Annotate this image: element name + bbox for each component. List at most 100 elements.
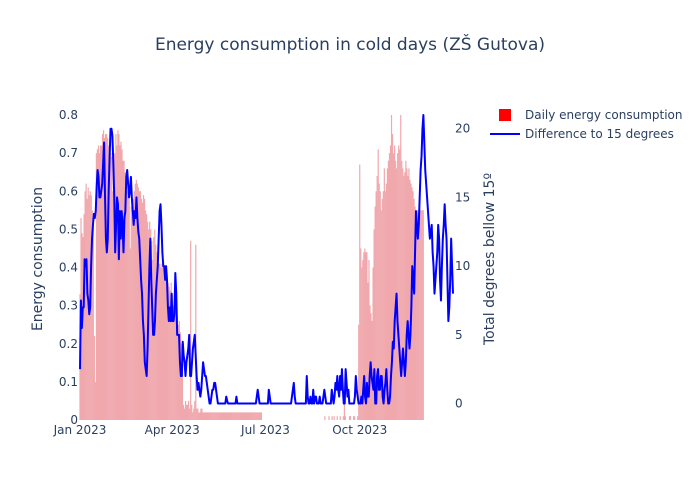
bar — [386, 168, 389, 421]
legend-item-bars[interactable]: Daily energy consumption — [499, 108, 683, 122]
bar — [116, 145, 118, 420]
bar — [415, 210, 417, 420]
bar — [234, 412, 236, 421]
y-left-tick-label: 0.3 — [59, 299, 78, 313]
bar — [391, 134, 394, 420]
bar — [387, 160, 390, 420]
y-left-tick-label: 0.4 — [59, 261, 78, 275]
bar — [398, 145, 400, 420]
y-left-tick-label: 0.1 — [59, 375, 78, 389]
bar — [357, 416, 359, 420]
bar — [333, 416, 335, 420]
y-right-axis-title: Total degrees bellow 15º — [482, 173, 498, 346]
bar — [342, 416, 344, 420]
bar — [392, 153, 395, 420]
x-tick-label: Jul 2023 — [240, 423, 290, 437]
bar — [403, 176, 405, 420]
bar — [94, 381, 96, 421]
legend-label-bars: Daily energy consumption — [525, 108, 683, 122]
bar — [222, 412, 225, 421]
line-path — [79, 114, 454, 405]
bar — [381, 198, 383, 420]
bar — [257, 412, 259, 421]
bar — [258, 412, 260, 421]
bar — [172, 305, 174, 421]
bar — [190, 240, 192, 420]
bar — [252, 412, 254, 421]
bar — [176, 317, 178, 420]
bar — [155, 244, 157, 421]
bar — [202, 412, 204, 421]
bar — [253, 412, 255, 421]
bar — [97, 145, 100, 420]
bar — [136, 183, 138, 420]
x-tick-label: Oct 2023 — [332, 423, 387, 437]
bar — [107, 137, 109, 421]
bar — [201, 408, 203, 420]
bar — [175, 317, 177, 420]
y-left-tick-label: 0.5 — [59, 222, 78, 236]
bar — [211, 412, 213, 421]
bar — [101, 134, 104, 420]
bar — [402, 168, 404, 421]
bar — [376, 176, 378, 420]
bar — [164, 278, 166, 420]
bar — [95, 153, 97, 420]
bar — [339, 416, 341, 420]
bar — [364, 248, 366, 420]
bar — [118, 134, 120, 420]
bar — [336, 416, 338, 420]
bar — [412, 191, 414, 420]
bar — [378, 183, 380, 420]
bar — [108, 145, 110, 420]
y-left-tick-label: 0 — [70, 413, 78, 427]
bar — [100, 145, 103, 420]
bar — [159, 263, 161, 420]
bar — [182, 404, 185, 420]
bar — [240, 412, 242, 421]
bar — [419, 210, 421, 420]
bar — [170, 282, 172, 420]
bar — [149, 221, 151, 420]
bar — [373, 229, 375, 421]
bar — [231, 412, 233, 421]
bar — [200, 408, 202, 420]
legend-bar-swatch — [499, 109, 511, 121]
bar — [198, 412, 200, 421]
bar — [397, 153, 399, 420]
bar — [407, 176, 409, 420]
bar — [84, 191, 86, 420]
legend-item-line[interactable]: Difference to 15 degrees — [490, 127, 674, 141]
bar — [152, 259, 154, 421]
bar — [85, 183, 87, 420]
bar — [245, 412, 247, 421]
bar — [395, 160, 397, 420]
bar — [331, 416, 333, 420]
bar — [196, 408, 198, 420]
bar — [203, 412, 205, 421]
bar — [165, 278, 167, 420]
bar — [353, 416, 355, 420]
legend[interactable]: Daily energy consumption Difference to 1… — [490, 108, 683, 141]
bar — [383, 168, 385, 421]
bar — [416, 210, 418, 420]
bar — [224, 412, 227, 421]
bar — [236, 412, 238, 421]
bar — [189, 408, 191, 420]
bar — [162, 267, 164, 420]
y-left-axis-title: Energy consumption — [30, 187, 46, 331]
bar — [372, 267, 374, 420]
bar — [204, 412, 206, 421]
y-right-tick-label: 0 — [455, 397, 463, 411]
bar — [173, 313, 175, 420]
bar — [413, 198, 415, 420]
bar — [374, 206, 376, 420]
bar — [399, 149, 401, 420]
bar — [401, 160, 403, 420]
bar — [377, 149, 379, 420]
bar — [112, 191, 114, 420]
bar — [144, 210, 147, 420]
bar — [366, 252, 368, 420]
bar — [174, 305, 176, 421]
